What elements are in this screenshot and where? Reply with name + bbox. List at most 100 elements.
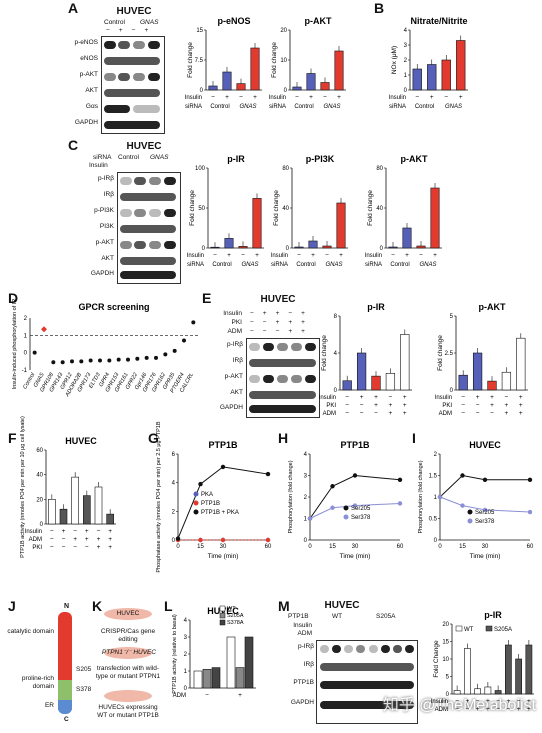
chart-f-r3-sign-1: −	[62, 544, 66, 551]
panel-e-blot	[246, 338, 320, 418]
chart-c3-tick-label-1: 40	[376, 206, 383, 212]
chart-i-xtick-1: 15	[459, 544, 466, 550]
chart-c2-tick-label-2: 80	[282, 166, 289, 172]
chart-c1-ins-sign-2: −	[241, 252, 245, 259]
chart-m-r2-sign-5: −	[506, 706, 510, 713]
chart-f-r2-rowlabel: ADM	[29, 537, 42, 543]
panel-a-cond-gnas: GNAS	[140, 19, 159, 26]
chart-m-r2-rowlabel: ADM	[435, 707, 448, 713]
chart-i-pt-0-2	[482, 477, 488, 482]
chart-b-title: Nitrate/Nitrite	[410, 16, 467, 26]
chart-f-r1-sign-5: +	[108, 528, 112, 535]
panel-e-cell: HUVEC	[260, 294, 296, 305]
chart-f-r2-sign-4: +	[97, 536, 101, 543]
chart-c2-title: p-PI3K	[306, 154, 335, 164]
chart-c2-ins-sign-2: −	[325, 252, 329, 259]
chart-d-point-3	[60, 360, 65, 365]
panel-m-row-2: IRβ	[303, 661, 314, 668]
chart-e2-bar-2	[487, 380, 497, 391]
chart-m-bar-0	[453, 690, 461, 695]
chart-m-legend-box-0	[455, 625, 463, 632]
chart-m-tick-label-3: 15	[442, 640, 449, 646]
chart-d-point-17	[191, 320, 196, 325]
chart-g-tick-label-3: 6	[172, 452, 176, 458]
chart-e1-r3-sign-2: −	[374, 410, 378, 417]
chart-l-bar-0-0	[193, 670, 203, 689]
chart-g-legend-label-2: PTP1B + PKA	[201, 510, 239, 516]
panel-c-cond-gnas: GNAS	[150, 154, 169, 161]
chart-m-bar-1	[463, 648, 471, 695]
chart-i-legend-marker-1	[467, 518, 473, 524]
chart-e2-tick-label-0: 0	[450, 388, 454, 394]
panel-e-row-2: IRβ	[232, 357, 243, 364]
panel-c-row-2: IRβ	[103, 191, 114, 198]
panel-e-treat-2: PKI	[231, 319, 242, 326]
chart-e1-r2-sign-2: +	[374, 402, 378, 409]
panel-k-step-4: transfection with wild-type or mutant PT…	[95, 665, 161, 680]
chart-h-tick-label-2: 2	[304, 495, 308, 501]
chart-a2-sirna: siRNA	[269, 104, 286, 110]
chart-a2-ins-rowlabel: Insulin	[269, 95, 286, 101]
panel-c-insulin-label: Insulin	[89, 162, 108, 169]
chart-e1-bar-1	[356, 352, 367, 391]
chart-c3-title: p-AKT	[401, 154, 428, 164]
panel-e-signs-3: −−−++	[250, 328, 314, 335]
chart-c3-tick-label-2: 80	[376, 166, 383, 172]
chart-c2-sirna: siRNA	[271, 262, 288, 268]
chart-l-bar-0-1	[202, 668, 212, 689]
chart-c2-tick-label-1: 40	[282, 206, 289, 212]
chart-l-legend-box-0	[219, 605, 226, 612]
panel-e-row-1: p-IRβ	[226, 341, 243, 348]
chart-d-point-10	[126, 357, 130, 362]
chart-g-pt-1-2	[220, 537, 226, 543]
chart-c2-bar-1	[308, 240, 318, 249]
chart-a2-ylabel: Fold change	[271, 42, 278, 78]
chart-g-legend-label-0: PKA	[201, 492, 213, 498]
chart-e1-r2-sign-0: −	[345, 402, 349, 409]
chart-d-point-12	[144, 355, 149, 360]
panel-c-cell: HUVEC	[126, 141, 162, 152]
chart-e2-r1-sign-1: +	[476, 394, 480, 401]
panel-e-row-3: p-AKT	[224, 373, 243, 380]
chart-c1-tick-label-1: 50	[198, 206, 205, 212]
chart-d-point-11	[135, 356, 140, 361]
panel-a-row-1: p-eNOS	[74, 39, 98, 46]
chart-h-title: PTP1B	[340, 440, 370, 450]
chart-l-cat-0: −	[205, 692, 209, 699]
chart-e1-r1-sign-4: +	[403, 394, 407, 401]
panel-e-treat-1: Insulin	[223, 310, 242, 317]
chart-a1-ins-sign-3: +	[253, 94, 257, 101]
chart-e2-bar-1	[472, 352, 483, 391]
panel-j-domain-1: catalytic domain	[7, 628, 54, 635]
panel-l-label: L	[164, 598, 173, 614]
panel-a-cell: HUVEC	[116, 6, 152, 17]
chart-a2-bar-3	[334, 50, 344, 91]
chart-c3-ins-sign-0: −	[391, 252, 395, 259]
chart-m-r1-sign-6: −	[517, 698, 521, 705]
chart-m-r2-sign-3: +	[486, 706, 490, 713]
chart-h-legend-marker-1	[343, 514, 349, 520]
panel-e-row-4: AKT	[230, 389, 243, 396]
chart-e2-r1-sign-3: −	[505, 394, 509, 401]
chart-f-bar-4	[94, 486, 103, 525]
chart-m-r2-sign-1: −	[465, 706, 469, 713]
chart-b-tick-label-2: 2	[404, 58, 408, 64]
chart-l-tick-label-1: 1	[184, 669, 188, 675]
chart-i-tick-label-3: 1.5	[429, 474, 438, 480]
chart-f-ylabel: PTP1B activity (nmoles PO4 per min per 1…	[20, 416, 26, 558]
chart-b-tick-label-4: 4	[404, 28, 408, 34]
panel-a-label: A	[68, 0, 79, 16]
chart-m-r1-sign-2: −	[476, 698, 480, 705]
chart-e1-r3-sign-0: −	[345, 410, 349, 417]
chart-m-tick-label-2: 10	[442, 657, 449, 663]
chart-i-xtick-3: 60	[527, 544, 534, 550]
chart-h-tick-label-0: 0	[304, 538, 308, 544]
chart-e2-r2-sign-2: +	[490, 402, 494, 409]
chart-m-tick-label-0: 0	[446, 692, 450, 698]
watermark: 知乎 @TheMetabolist	[382, 697, 536, 714]
chart-b-ins-rowlabel: Insulin	[389, 95, 406, 101]
chart-g-tick-label-0: 0	[172, 538, 176, 544]
chart-e2-r1-sign-0: −	[461, 394, 465, 401]
chart-c3-tick-label-0: 0	[380, 246, 384, 252]
chart-m-r2-sign-2: +	[476, 706, 480, 713]
